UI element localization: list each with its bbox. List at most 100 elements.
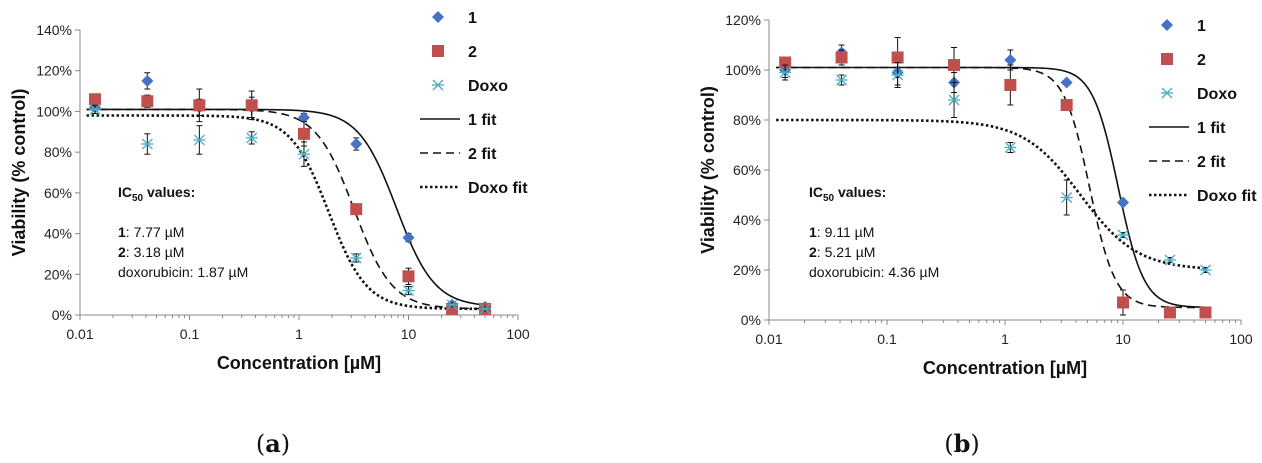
y-tick-label: 80% <box>733 112 761 128</box>
ic50-annotation: IC50 values: 1: 9.11 µM 2: 5.21 µM doxorubi… <box>809 184 939 280</box>
legend-marker <box>1161 53 1173 65</box>
ic50-heading: IC50 values: <box>118 184 195 204</box>
y-tick-label: 20% <box>44 266 72 282</box>
legend-label: Doxo <box>1197 86 1237 103</box>
y-tick-label: 120% <box>36 63 72 79</box>
y-axis-title: Viability (% control) <box>9 89 29 257</box>
data-point <box>297 148 310 160</box>
legend-label: 1 fit <box>468 112 497 129</box>
legend-label: Doxo fit <box>468 180 528 197</box>
data-point <box>779 67 792 78</box>
data-point <box>446 299 459 311</box>
y-tick-label: 20% <box>733 262 761 278</box>
legend-marker <box>1161 19 1173 31</box>
x-tick-label: 0.1 <box>180 326 200 342</box>
legend-label: 2 <box>468 44 477 61</box>
data-point <box>1117 196 1129 209</box>
ic50-value: doxorubicin: 4.36 µM <box>809 264 939 280</box>
series-2 <box>88 88 492 315</box>
data-point <box>1060 99 1073 111</box>
ic50-value: 1: 7.77 µM <box>118 224 184 240</box>
legend-label: 1 fit <box>1197 120 1226 137</box>
fit-curve-doxo-fit <box>776 118 1206 270</box>
ic50-value: 2: 5.21 µM <box>809 244 875 260</box>
data-point <box>402 231 415 244</box>
data-point <box>479 303 492 315</box>
fit-curve-2-fit <box>776 66 1206 309</box>
data-point <box>193 99 206 112</box>
y-tick-label: 60% <box>733 162 761 178</box>
legend-label: 2 fit <box>468 146 497 163</box>
legend-label: 1 <box>468 10 477 27</box>
panel-label: (b) <box>944 429 980 458</box>
data-point <box>1004 54 1017 66</box>
data-point <box>835 74 848 86</box>
ic50-annotation: IC50 values: 1: 7.77 µM 2: 3.18 µM doxorubi… <box>118 184 248 280</box>
fit-curve-doxo-fit <box>86 114 486 311</box>
x-tick-label: 0.01 <box>755 331 782 347</box>
data-point <box>1199 306 1212 319</box>
data-point <box>446 302 459 315</box>
data-point <box>1117 229 1129 241</box>
data-point <box>141 138 154 150</box>
legend-marker <box>432 45 444 57</box>
legend-marker <box>432 79 444 91</box>
panel-label: (a) <box>256 429 290 458</box>
x-tick-label: 0.01 <box>66 326 93 342</box>
data-point <box>1199 264 1212 276</box>
data-point <box>1163 254 1176 266</box>
legend-label: 1 <box>1197 18 1206 35</box>
y-tick-label: 60% <box>44 185 72 201</box>
legend: 1 2 Doxo 1 fit 2 fit Doxo fit <box>1149 18 1257 205</box>
data-point <box>297 127 310 140</box>
data-point <box>245 132 258 144</box>
legend: 1 2 Doxo 1 fit 2 fit Doxo fit <box>420 10 528 197</box>
legend-marker <box>432 11 444 23</box>
x-axis-title: Concentration [µM] <box>923 358 1087 378</box>
data-point <box>88 93 101 106</box>
data-point <box>245 99 258 112</box>
y-axis-title: Viability (% control) <box>698 86 718 254</box>
chart-panel-b: 0% 20% 40% 60% 80% 100% 120% 0.01 0.1 1 10 100 Conce… <box>698 12 1257 458</box>
x-tick-label: 100 <box>506 326 530 342</box>
data-point <box>350 252 363 264</box>
x-tick-label: 10 <box>1115 331 1131 347</box>
y-tick-label: 100% <box>36 103 72 119</box>
fit-curve-2-fit <box>86 108 486 310</box>
x-tick-label: 100 <box>1229 331 1253 347</box>
legend-label: Doxo <box>468 78 508 95</box>
data-point <box>141 74 154 87</box>
data-point <box>1060 192 1073 203</box>
data-point <box>297 111 310 124</box>
data-point <box>402 285 415 297</box>
x-tick-label: 10 <box>401 326 417 342</box>
x-tick-label: 1 <box>1001 331 1009 347</box>
y-tick-label: 0% <box>52 307 72 323</box>
data-point <box>1117 296 1129 309</box>
data-point <box>1004 79 1017 91</box>
series-2 <box>779 37 1212 319</box>
data-point <box>948 59 961 71</box>
ic50-heading: IC50 values: <box>809 184 886 204</box>
ic50-value: 1: 9.11 µM <box>809 224 874 240</box>
y-tick-label: 0% <box>741 312 761 328</box>
ic50-value: doxorubicin: 1.87 µM <box>118 264 248 280</box>
data-point <box>193 134 206 146</box>
legend-label: 2 fit <box>1197 154 1226 171</box>
legend-label: Doxo fit <box>1197 188 1257 205</box>
data-point <box>891 69 904 81</box>
y-tick-label: 100% <box>725 62 761 78</box>
y-tick-label: 120% <box>725 12 761 28</box>
y-tick-label: 40% <box>733 212 761 228</box>
data-point <box>88 103 101 115</box>
data-point <box>350 203 363 216</box>
data-point <box>402 270 415 283</box>
chart-panel-a: 0% 20% 40% 60% 80% 100% 120% 140% 0.01 0.1 1 10 100 C… <box>9 10 530 458</box>
legend-label: 2 <box>1197 52 1206 69</box>
legend-marker <box>1161 87 1173 99</box>
ic50-value: 2: 3.18 µM <box>118 244 184 260</box>
x-axis-title: Concentration [µM] <box>217 353 381 373</box>
data-point <box>891 51 904 64</box>
y-tick-label: 80% <box>44 144 72 160</box>
